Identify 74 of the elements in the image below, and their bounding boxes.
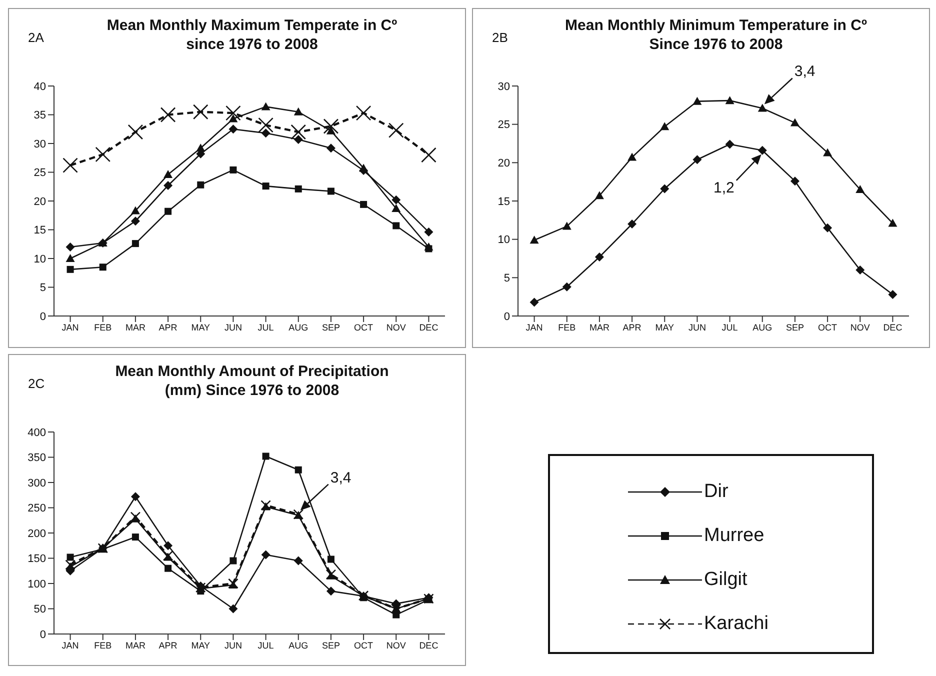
y-tick-label: 300 — [28, 477, 46, 490]
y-tick-label: 15 — [498, 196, 510, 208]
x-tick-label: APR — [158, 640, 178, 650]
y-tick-label: 0 — [40, 310, 46, 323]
x-tick-label: AUG — [288, 640, 308, 650]
x-tick-label: AUG — [752, 322, 772, 332]
x-tick-label: SEP — [322, 322, 340, 332]
y-tick-label: 25 — [34, 167, 46, 180]
legend-label: Karachi — [704, 613, 768, 635]
y-tick-label: 10 — [34, 253, 46, 266]
x-tick-label: APR — [622, 322, 642, 332]
x-tick-label: FEB — [558, 322, 576, 332]
annotation: 3,4 — [330, 469, 352, 486]
x-tick-label: OCT — [354, 322, 374, 332]
y-tick-label: 35 — [34, 110, 46, 122]
x-tick-label: NOV — [850, 322, 870, 332]
x-tick-label: JAN — [62, 322, 79, 332]
y-tick-label: 25 — [498, 119, 510, 132]
x-tick-label: JAN — [62, 640, 79, 650]
x-tick-label: NOV — [386, 322, 406, 332]
x-tick-label: OCT — [818, 322, 838, 332]
y-tick-label: 5 — [504, 272, 510, 285]
legend-label: Dir — [704, 481, 728, 503]
y-tick-label: 30 — [34, 138, 46, 150]
x-tick-label: JAN — [526, 322, 543, 332]
text: 2B — [492, 30, 508, 45]
y-tick-label: 15 — [34, 224, 46, 237]
x-tick-label: MAR — [125, 640, 146, 650]
x-tick-label: NOV — [386, 640, 406, 650]
x-tick-label: MAR — [589, 322, 610, 332]
y-tick-label: 100 — [28, 578, 46, 590]
x-tick-label: JUN — [688, 322, 706, 332]
x-tick-label: MAY — [191, 322, 210, 332]
x-tick-label: MAY — [655, 322, 674, 332]
y-tick-label: 5 — [40, 282, 46, 294]
y-tick-label: 10 — [498, 234, 510, 246]
x-tick-label: JUL — [258, 322, 274, 332]
chart-title: Mean Monthly Minimum Temperature in Cº Since 1976 to 2008 — [564, 16, 868, 54]
annotation: 1,2 — [714, 179, 734, 196]
x-tick-label: AUG — [288, 322, 308, 332]
y-tick-label: 50 — [34, 604, 46, 616]
x-tick-label: JUL — [258, 640, 274, 650]
x-tick-label: OCT — [354, 640, 374, 650]
x-tick-label: MAY — [191, 640, 210, 650]
y-tick-label: 40 — [34, 80, 46, 93]
x-tick-label: APR — [158, 322, 178, 332]
x-tick-label: DEC — [419, 640, 439, 650]
x-tick-label: FEB — [94, 322, 112, 332]
y-tick-label: 350 — [28, 452, 46, 464]
y-tick-label: 250 — [28, 502, 46, 515]
x-tick-label: DEC — [419, 322, 439, 332]
text: 2C — [28, 376, 45, 391]
x-tick-label: JUN — [224, 322, 242, 332]
x-tick-label: MAR — [125, 322, 146, 332]
x-tick-label: SEP — [322, 640, 340, 650]
legend-label: Murree — [704, 525, 764, 547]
chart-title: Mean Monthly Amount of Precipitation (mm) Since 1976 to 2008 — [114, 362, 390, 400]
y-tick-label: 0 — [40, 628, 46, 641]
x-tick-label: JUN — [224, 640, 242, 650]
y-tick-label: 0 — [504, 310, 510, 323]
y-tick-label: 200 — [28, 528, 46, 540]
x-tick-label: DEC — [883, 322, 903, 332]
y-tick-label: 20 — [34, 196, 46, 208]
x-tick-label: FEB — [94, 640, 112, 650]
x-tick-label: SEP — [786, 322, 804, 332]
y-tick-label: 150 — [28, 553, 46, 566]
y-tick-label: 400 — [28, 426, 46, 439]
legend-label: Gilgit — [704, 569, 748, 591]
y-tick-label: 30 — [498, 80, 510, 93]
text: 2A — [28, 30, 44, 45]
annotation: 3,4 — [794, 63, 816, 80]
chart-title: Mean Monthly Maximum Temperate in Cº since 1976 to 2008 — [106, 16, 398, 54]
y-tick-label: 20 — [498, 158, 510, 170]
x-tick-label: JUL — [722, 322, 738, 332]
